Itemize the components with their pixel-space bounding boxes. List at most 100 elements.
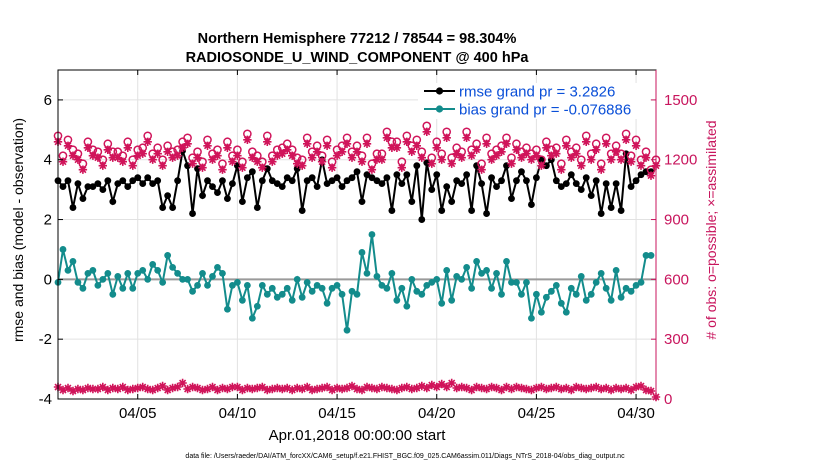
data-point xyxy=(483,210,490,217)
data-point xyxy=(518,168,525,176)
obs-assimilated-point xyxy=(118,157,127,166)
data-point xyxy=(343,177,351,185)
data-point xyxy=(74,278,82,286)
obs-assimilated-point xyxy=(218,383,227,393)
data-point xyxy=(537,308,545,316)
data-point xyxy=(328,177,336,185)
data-point xyxy=(498,177,505,185)
data-point xyxy=(478,180,485,188)
data-point xyxy=(154,266,162,274)
obs-assimilated-point xyxy=(636,381,646,391)
obs-assimilated-point xyxy=(367,383,377,393)
obs-assimilated-point xyxy=(611,383,621,393)
data-point xyxy=(129,177,137,185)
obs-assimilated-point xyxy=(636,161,646,170)
obs-assimilated-point xyxy=(88,384,98,394)
data-point xyxy=(453,272,461,280)
obs-assimilated-point xyxy=(73,384,83,394)
obs-assimilated-point xyxy=(208,155,217,164)
obs-assimilated-point xyxy=(213,151,222,160)
data-point xyxy=(159,204,167,211)
data-point xyxy=(567,284,575,292)
obs-assimilated-point xyxy=(188,382,197,392)
obs-assimilated-point xyxy=(352,147,362,156)
obs-assimilated-point xyxy=(238,385,247,395)
data-point xyxy=(189,210,196,217)
data-point xyxy=(323,299,331,307)
obs-assimilated-point xyxy=(482,139,491,148)
data-point xyxy=(199,269,206,277)
y-axis-left-label: rmse and bias (model - observation) xyxy=(10,118,26,342)
data-point xyxy=(164,192,172,200)
chart-subtitle: RADIOSONDE_U_WIND_COMPONENT @ 400 hPa xyxy=(186,50,530,66)
obs-assimilated-point xyxy=(502,139,511,148)
obs-assimilated-point xyxy=(327,385,337,395)
obs-assimilated-point xyxy=(377,155,387,164)
obs-assimilated-point xyxy=(98,161,107,170)
obs-assimilated-point xyxy=(168,153,177,162)
obs-assimilated-point xyxy=(163,147,172,156)
data-point xyxy=(488,174,495,182)
obs-assimilated-point xyxy=(497,385,506,395)
data-point xyxy=(617,293,625,301)
data-point xyxy=(408,275,416,283)
obs-assimilated-point xyxy=(427,380,436,390)
x-axis: 04/05 04/10 04/15 04/20 04/25 04/30 xyxy=(119,70,655,422)
data-point xyxy=(219,269,226,277)
obs-assimilated-point xyxy=(322,141,332,150)
data-point xyxy=(552,281,560,289)
obs-assimilated-point xyxy=(387,143,397,152)
obs-assimilated-point xyxy=(268,157,277,166)
x-tick-label: 04/20 xyxy=(418,405,456,422)
obs-assimilated-point xyxy=(322,382,332,392)
obs-assimilated-point xyxy=(118,382,127,392)
data-point xyxy=(557,183,565,191)
data-point xyxy=(248,314,256,322)
obs-assimilated-point xyxy=(522,149,531,158)
obs-assimilated-point xyxy=(133,151,142,160)
data-point xyxy=(513,278,520,286)
data-point xyxy=(119,177,127,185)
obs-assimilated-point xyxy=(372,384,382,394)
data-point xyxy=(169,264,177,271)
obs-assimilated-point xyxy=(477,165,486,174)
data-point xyxy=(328,284,336,292)
obs-assimilated-point xyxy=(198,385,207,395)
y-axis-right: 0 300 600 900 1200 1500 xyxy=(651,70,697,408)
obs-assimilated-point xyxy=(223,384,232,394)
data-point xyxy=(278,290,286,298)
data-point xyxy=(577,272,585,280)
obs-assimilated-point xyxy=(402,382,411,392)
obs-assimilated-point xyxy=(417,381,426,391)
obs-assimilated-point xyxy=(557,165,566,174)
obs-assimilated-point xyxy=(507,159,516,168)
data-point xyxy=(263,290,271,298)
data-point xyxy=(144,275,152,283)
data-point xyxy=(174,269,182,277)
obs-assimilated-point xyxy=(193,153,202,162)
data-point xyxy=(313,183,321,191)
data-point xyxy=(214,264,221,271)
data-point xyxy=(303,278,311,286)
obs-assimilated-point xyxy=(397,163,406,172)
data-point xyxy=(238,296,246,304)
data-point xyxy=(393,171,401,179)
x-tick-label: 04/05 xyxy=(119,405,157,422)
data-point xyxy=(134,269,142,277)
data-point xyxy=(293,275,301,283)
data-point xyxy=(393,296,401,304)
x-axis-label: Apr.01,2018 00:00:00 start xyxy=(269,427,447,444)
data-point xyxy=(283,174,291,182)
obs-assimilated-point xyxy=(462,383,471,393)
obs-assimilated-point xyxy=(288,151,297,160)
obs-assimilated-point xyxy=(602,139,611,148)
data-point xyxy=(637,171,645,179)
data-point xyxy=(114,272,122,280)
obs-assimilated-point xyxy=(592,382,601,392)
x-tick-label: 04/30 xyxy=(617,405,655,422)
y-right-tick-label: 600 xyxy=(664,271,689,288)
obs-assimilated-point xyxy=(63,383,73,393)
series-layer xyxy=(53,121,661,402)
obs-assimilated-point xyxy=(442,382,451,392)
obs-assimilated-point xyxy=(168,383,177,393)
